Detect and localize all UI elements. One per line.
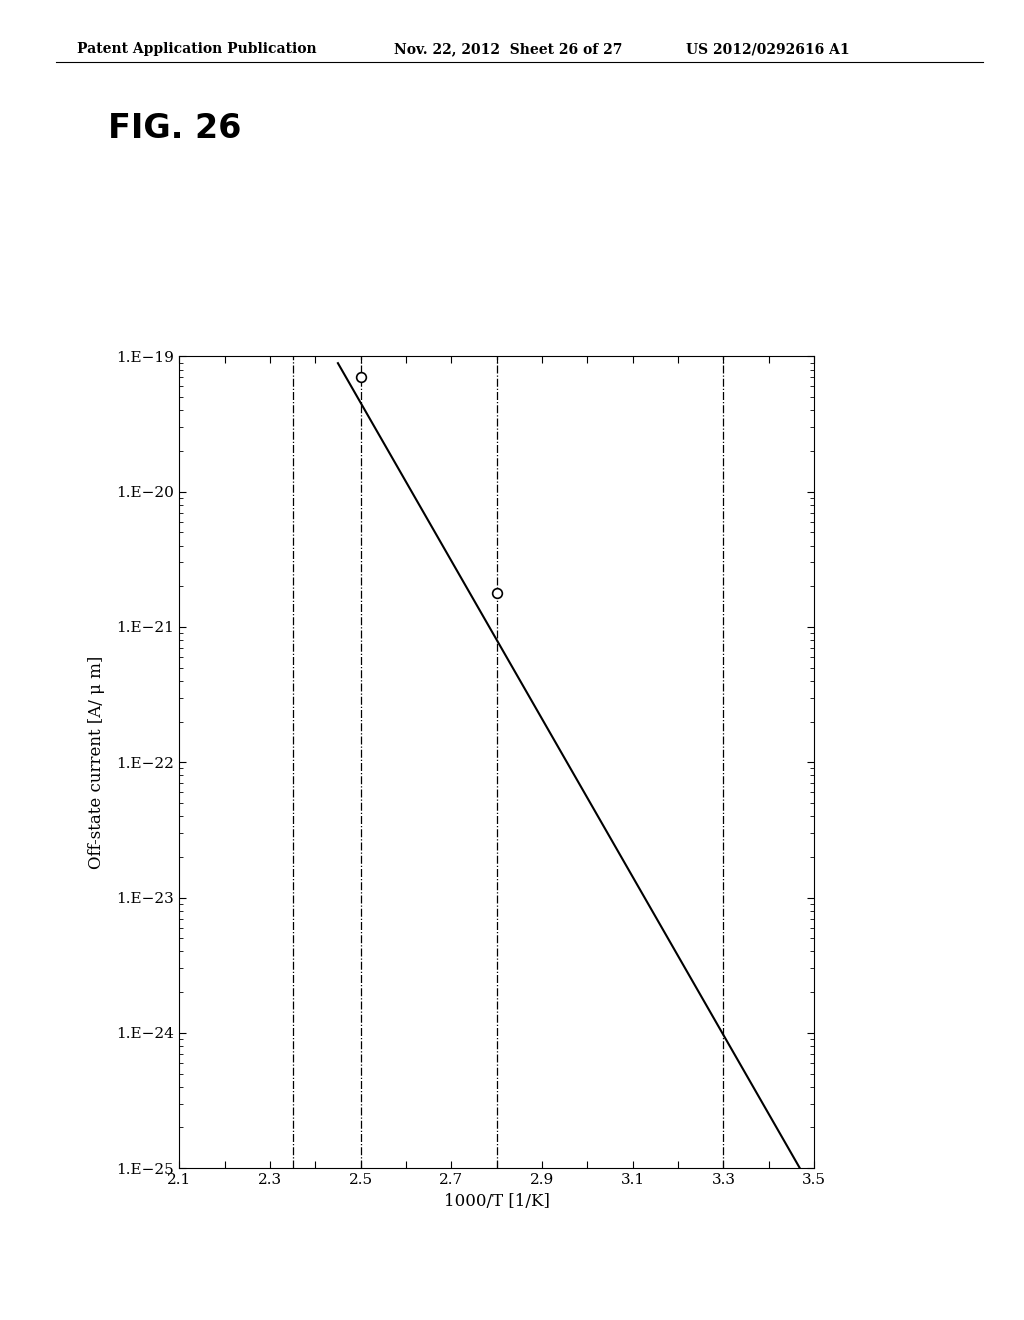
- Text: Patent Application Publication: Patent Application Publication: [77, 42, 316, 57]
- Y-axis label: Off-state current [A/ μ m]: Off-state current [A/ μ m]: [88, 656, 105, 869]
- Text: FIG. 26: FIG. 26: [108, 112, 241, 145]
- X-axis label: 1000/T [1/K]: 1000/T [1/K]: [443, 1192, 550, 1209]
- Text: Nov. 22, 2012  Sheet 26 of 27: Nov. 22, 2012 Sheet 26 of 27: [394, 42, 623, 57]
- Text: US 2012/0292616 A1: US 2012/0292616 A1: [686, 42, 850, 57]
